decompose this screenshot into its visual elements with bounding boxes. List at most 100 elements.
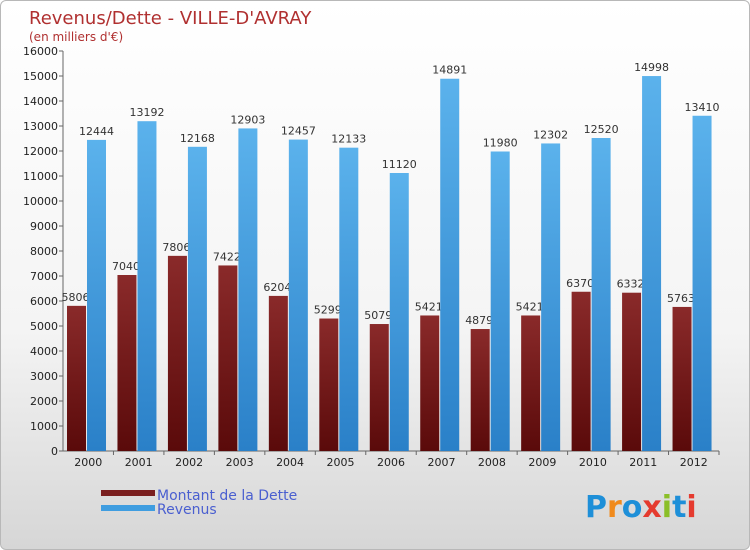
- bar-revenus: [238, 128, 258, 452]
- bars: [67, 255, 692, 451]
- bar-debt: [67, 305, 86, 451]
- axes: 0 1000 2000 3000 4000 5000 6000 7000 8000 9000 100…: [23, 45, 720, 469]
- data-label-revenus: 11980: [483, 137, 518, 150]
- data-label-debt: 4879: [465, 314, 493, 327]
- legend-label-debt: Montant de la Dette: [157, 488, 297, 504]
- data-label-revenus: 12302: [533, 128, 568, 141]
- bar-debt: [319, 318, 339, 451]
- data-label-revenus: 14891: [432, 64, 467, 77]
- data-label-debt: 5806: [62, 291, 90, 304]
- legend: Montant de la Dette Revenus: [101, 488, 297, 518]
- x-tick-label: 2006: [377, 456, 405, 469]
- legend-swatch-debt: [101, 490, 155, 496]
- bar-revenus: [440, 78, 460, 451]
- x-tick-label: 2005: [327, 456, 355, 469]
- y-tick-label: 0: [51, 445, 58, 458]
- x-tick-label: 2003: [226, 456, 254, 469]
- brand-letter: x: [642, 490, 661, 525]
- data-label-debt: 7422: [213, 250, 241, 263]
- data-label-debt: 5763: [667, 292, 695, 305]
- y-tick-label: 9000: [30, 220, 58, 233]
- bar-revenus: [339, 147, 359, 452]
- bar-debt: [268, 295, 288, 451]
- bar-debt: [622, 292, 642, 451]
- brand-letter: i: [686, 490, 696, 525]
- chart-title: Revenus/Dette - VILLE-D'AVRAY: [29, 8, 312, 29]
- data-label-revenus: 13410: [685, 101, 720, 114]
- bar-debt: [167, 255, 187, 451]
- data-label-revenus: 12903: [230, 113, 265, 126]
- debt-labels: 5806 7040 7806 7422 6204 5299 5079 5421 4879 5421…: [62, 241, 696, 327]
- bar-debt: [672, 306, 692, 451]
- brand-letter: r: [607, 490, 622, 525]
- data-label-revenus: 14998: [634, 61, 669, 74]
- brand-letter: t: [672, 490, 686, 525]
- y-tick-label: 11000: [23, 170, 58, 183]
- x-tick-label: 2010: [579, 456, 607, 469]
- y-tick-label: 13000: [23, 120, 58, 133]
- bar-debt: [420, 315, 440, 451]
- data-labels: 12444 13192 12168 12903 12457 12133 11120 14891…: [79, 61, 720, 171]
- bar-revenus: [389, 173, 409, 451]
- y-tick-label: 14000: [23, 95, 58, 108]
- data-label-revenus: 12457: [281, 125, 316, 138]
- data-label-revenus: 12133: [331, 133, 366, 146]
- bar-revenus: [642, 76, 662, 452]
- y-tick-label: 2000: [30, 395, 58, 408]
- x-tick-label: 2000: [74, 456, 102, 469]
- x-tick-label: 2002: [175, 456, 203, 469]
- bar-revenus: [490, 151, 510, 451]
- bar-revenus: [137, 121, 157, 451]
- bar-debt: [369, 324, 389, 451]
- bar-revenus: [288, 139, 308, 451]
- bar-debt: [470, 329, 490, 451]
- y-tick-label: 5000: [30, 320, 58, 333]
- y-tick-label: 8000: [30, 245, 58, 258]
- bar-revenus: [541, 143, 561, 451]
- data-label-debt: 5421: [516, 300, 544, 313]
- bar-debt: [117, 275, 137, 451]
- data-label-debt: 6332: [617, 278, 645, 291]
- bar-debt: [571, 291, 591, 451]
- data-label-revenus: 11120: [382, 158, 417, 171]
- data-label-debt: 7806: [162, 241, 190, 254]
- x-tick-label: 2004: [276, 456, 304, 469]
- x-tick-label: 2008: [478, 456, 506, 469]
- data-label-revenus: 12444: [79, 125, 114, 138]
- data-label-debt: 5299: [314, 304, 342, 317]
- bar-debt: [521, 315, 541, 451]
- bar-debt: [218, 265, 238, 451]
- y-tick-label: 7000: [30, 270, 58, 283]
- y-tick-label: 15000: [23, 70, 58, 83]
- legend-label-revenus: Revenus: [157, 502, 217, 518]
- brand-letter: P: [585, 490, 607, 525]
- data-label-debt: 7040: [112, 260, 140, 273]
- bar-revenus: [187, 146, 207, 452]
- chart-subtitle: (en milliers d'€): [29, 30, 123, 44]
- y-tick-label: 4000: [30, 345, 58, 358]
- y-tick-label: 16000: [23, 45, 58, 58]
- data-label-revenus: 12520: [584, 123, 619, 136]
- x-tick-label: 2007: [427, 456, 455, 469]
- x-tick-label: 2012: [680, 456, 708, 469]
- data-label-revenus: 12168: [180, 132, 215, 145]
- brand-letter: i: [662, 490, 672, 525]
- x-tick-label: 2001: [125, 456, 153, 469]
- data-label-debt: 5421: [415, 300, 443, 313]
- proxiti-logo: Proxiti: [585, 490, 697, 525]
- legend-swatch-revenus: [101, 505, 155, 511]
- revenue-bars: [87, 76, 712, 452]
- data-label-debt: 5079: [364, 309, 392, 322]
- x-tick-label: 2011: [629, 456, 657, 469]
- y-tick-label: 1000: [30, 420, 58, 433]
- bar-revenus: [591, 138, 611, 451]
- bar-revenus: [692, 115, 712, 451]
- y-tick-label: 6000: [30, 295, 58, 308]
- x-tick-label: 2009: [528, 456, 556, 469]
- data-label-debt: 6370: [566, 277, 594, 290]
- y-tick-label: 10000: [23, 195, 58, 208]
- y-tick-label: 12000: [23, 145, 58, 158]
- brand-letter: o: [622, 490, 643, 525]
